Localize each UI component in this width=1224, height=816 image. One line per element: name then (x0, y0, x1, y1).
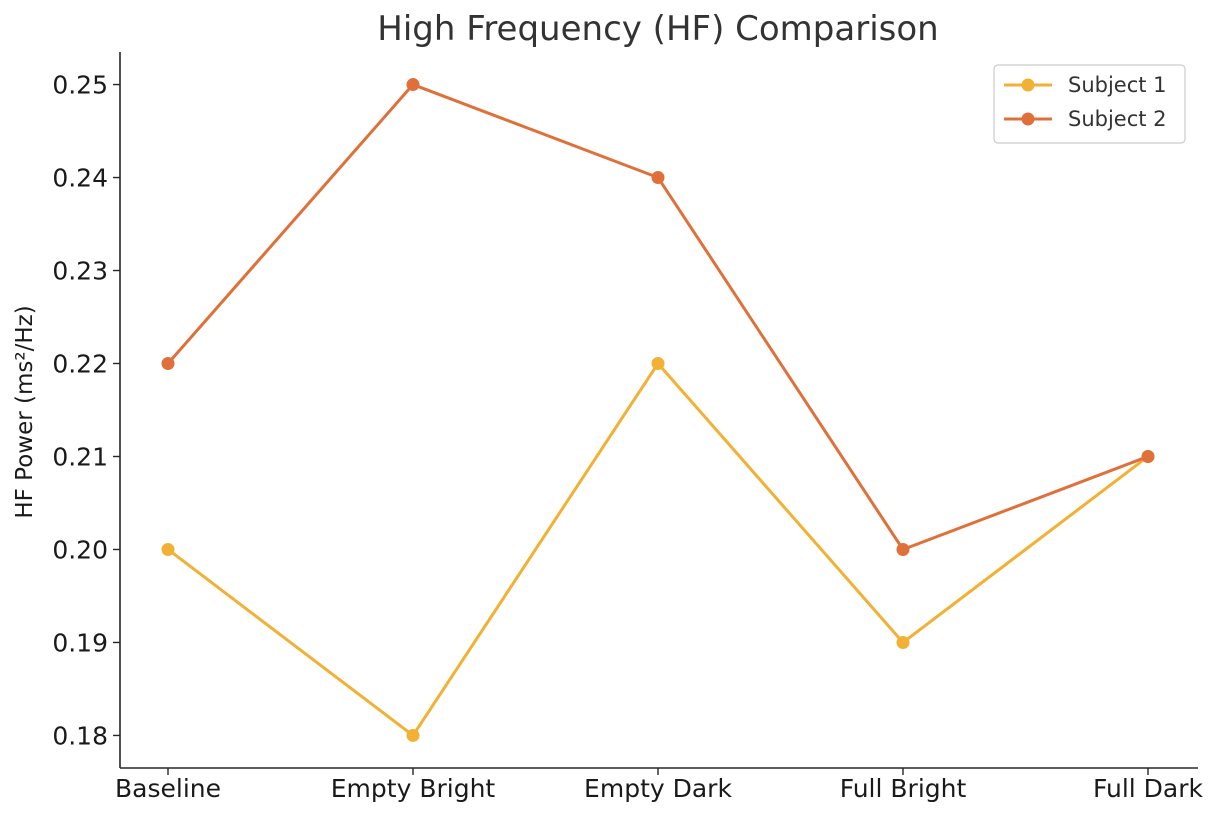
legend-item: Subject 2 (1004, 107, 1167, 131)
axes: 0.18 0.19 0.20 0.21 0.22 0.23 0.24 0.25 Baseline… (52, 52, 1204, 803)
chart-title: High Frequency (HF) Comparison (377, 9, 938, 49)
series-line (166, 83, 1149, 551)
y-tick-label: 0.18 (52, 721, 108, 750)
y-tick-label: 0.21 (52, 442, 108, 471)
x-tick-label: Empty Dark (584, 774, 732, 803)
legend-label: Subject 2 (1068, 107, 1167, 131)
data-point (1141, 449, 1155, 463)
x-tick-label: Full Bright (840, 774, 967, 803)
y-tick-label: 0.20 (52, 535, 108, 564)
series-layer (161, 78, 1155, 742)
data-point (406, 78, 420, 92)
y-axis-label: HF Power (ms²/Hz) (12, 305, 38, 518)
y-tick-label: 0.25 (52, 71, 108, 100)
legend-label: Subject 1 (1068, 73, 1167, 97)
y-tick-label: 0.19 (52, 628, 108, 657)
x-tick-label: Empty Bright (331, 774, 496, 803)
legend: Subject 1 Subject 2 (993, 64, 1186, 144)
legend-marker (1021, 78, 1035, 92)
y-tick-label: 0.24 (52, 164, 108, 193)
y-tick-label: 0.23 (52, 257, 108, 286)
data-point (406, 728, 420, 742)
data-point (651, 171, 665, 185)
legend-item: Subject 1 (1004, 73, 1167, 97)
y-tick-label: 0.22 (52, 350, 108, 379)
data-point (896, 635, 910, 649)
data-point (161, 357, 175, 371)
series-line (167, 362, 1149, 737)
series-1 (161, 357, 1155, 742)
data-point (161, 542, 175, 556)
legend-marker (1021, 112, 1035, 126)
x-tick-label: Baseline (115, 774, 221, 803)
data-point (896, 542, 910, 556)
series-2 (161, 78, 1155, 556)
data-point (651, 357, 665, 371)
x-tick-label: Full Dark (1093, 774, 1204, 803)
